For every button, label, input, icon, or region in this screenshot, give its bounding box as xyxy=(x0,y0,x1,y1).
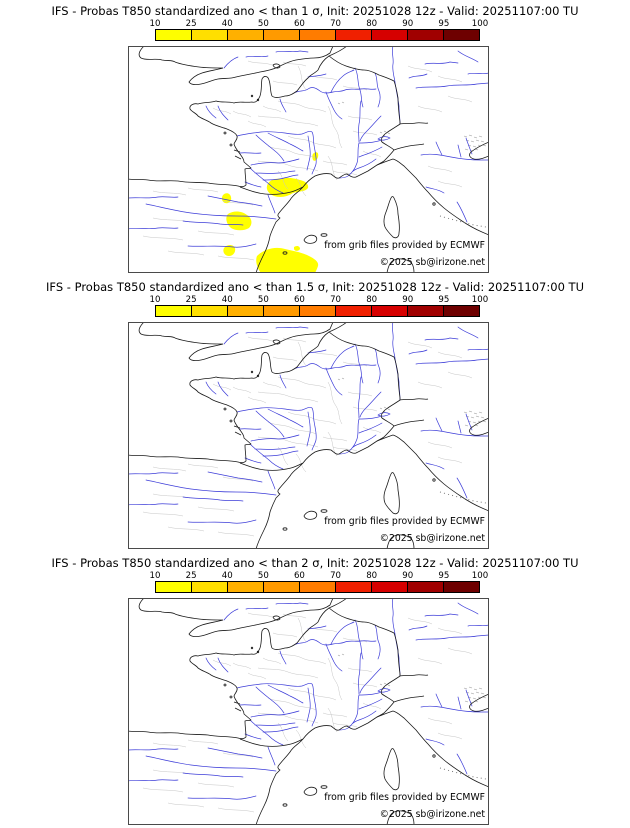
anomaly-patch xyxy=(312,152,319,161)
anomaly-patch xyxy=(266,177,309,197)
colorbar-tick-label: 100 xyxy=(471,295,489,305)
colorbar-tick-label: 50 xyxy=(257,19,269,29)
colorbar-tick-label: 25 xyxy=(185,19,197,29)
colorbar-tick-label: 25 xyxy=(185,571,197,581)
map-canvas xyxy=(128,598,489,825)
colorbar-segment xyxy=(371,30,407,40)
anomaly-patch xyxy=(226,211,252,231)
anomaly-patch xyxy=(221,193,232,204)
colorbar-segment xyxy=(263,306,299,316)
colorbar-tick-label: 10 xyxy=(149,19,161,29)
colorbar-tick-label: 90 xyxy=(402,571,414,581)
map-canvas xyxy=(128,322,489,549)
colorbar-tick-label: 70 xyxy=(330,295,342,305)
attribution-ecmwf: from grib files provided by ECMWF xyxy=(324,792,485,803)
attribution-copyright: ©2025 sb@irizone.net xyxy=(379,809,485,820)
colorbar-segment xyxy=(227,30,263,40)
anomaly-patch xyxy=(223,245,236,256)
probability-colorbar: 10 25 40 50 60 70 80 90 95 100 xyxy=(150,571,489,593)
attribution-copyright: ©2025 sb@irizone.net xyxy=(379,257,485,268)
colorbar-segment xyxy=(299,30,335,40)
colorbar-tick-label: 25 xyxy=(185,295,197,305)
attribution-copyright: ©2025 sb@irizone.net xyxy=(379,533,485,544)
colorbar-segment xyxy=(227,582,263,592)
probability-colorbar: 10 25 40 50 60 70 80 90 95 100 xyxy=(150,19,489,41)
colorbar-tick-label: 10 xyxy=(149,295,161,305)
colorbar-segment xyxy=(443,30,479,40)
colorbar-segment xyxy=(299,582,335,592)
colorbar-tick-label: 80 xyxy=(366,571,378,581)
colorbar-segment xyxy=(156,582,191,592)
panel-title: IFS - Probas T850 standardized ano < tha… xyxy=(51,556,579,570)
colorbar-tick-label: 80 xyxy=(366,295,378,305)
panel-sigma-1-5: IFS - Probas T850 standardized ano < tha… xyxy=(0,276,630,552)
colorbar-tick-label: 40 xyxy=(221,571,233,581)
colorbar-tick-label: 70 xyxy=(330,19,342,29)
map-canvas xyxy=(128,46,489,273)
colorbar-segment xyxy=(371,582,407,592)
colorbar-segment xyxy=(191,306,227,316)
colorbar-tick-label: 70 xyxy=(330,571,342,581)
colorbar-segment xyxy=(156,30,191,40)
colorbar-segment xyxy=(191,30,227,40)
colorbar-tick-label: 90 xyxy=(402,19,414,29)
map-panel: from grib files provided by ECMWF ©2025 … xyxy=(128,322,489,549)
colorbar-ticks: 10 25 40 50 60 70 80 90 95 100 xyxy=(150,295,489,305)
colorbar-segment xyxy=(263,30,299,40)
panel-title: IFS - Probas T850 standardized ano < tha… xyxy=(46,280,584,294)
panel-title: IFS - Probas T850 standardized ano < tha… xyxy=(51,4,579,18)
colorbar-ticks: 10 25 40 50 60 70 80 90 95 100 xyxy=(150,571,489,581)
map-panel: from grib files provided by ECMWF ©2025 … xyxy=(128,598,489,825)
attribution-ecmwf: from grib files provided by ECMWF xyxy=(324,516,485,527)
colorbar-segment xyxy=(407,306,443,316)
colorbar-tick-label: 100 xyxy=(471,571,489,581)
colorbar-segment xyxy=(263,582,299,592)
anomaly-patch xyxy=(294,245,300,251)
colorbar-segment xyxy=(443,582,479,592)
colorbar-tick-label: 60 xyxy=(293,295,305,305)
colorbar-segment xyxy=(299,306,335,316)
colorbar-segment xyxy=(191,582,227,592)
colorbar-ticks: 10 25 40 50 60 70 80 90 95 100 xyxy=(150,19,489,29)
colorbar-tick-label: 50 xyxy=(257,295,269,305)
colorbar-segment xyxy=(371,306,407,316)
colorbar-tick-label: 40 xyxy=(221,19,233,29)
colorbar-segment xyxy=(407,30,443,40)
colorbar-tick-label: 95 xyxy=(438,19,450,29)
anomaly-patch xyxy=(256,247,319,273)
colorbar-tick-label: 50 xyxy=(257,571,269,581)
colorbar-segment xyxy=(227,306,263,316)
colorbar-tick-label: 40 xyxy=(221,295,233,305)
panel-sigma-1: IFS - Probas T850 standardized ano < tha… xyxy=(0,0,630,276)
colorbar-segment xyxy=(335,30,371,40)
colorbar-segment xyxy=(443,306,479,316)
anomaly-overlay xyxy=(221,152,319,273)
attribution-ecmwf: from grib files provided by ECMWF xyxy=(324,240,485,251)
colorbar-tick-label: 90 xyxy=(402,295,414,305)
colorbar-tick-label: 95 xyxy=(438,571,450,581)
map-panel: from grib files provided by ECMWF ©2025 … xyxy=(128,46,489,273)
colorbar-tick-label: 60 xyxy=(293,19,305,29)
colorbar-tick-label: 80 xyxy=(366,19,378,29)
colorbar-segment xyxy=(335,306,371,316)
colorbar-tick-label: 95 xyxy=(438,295,450,305)
colorbar-segment xyxy=(156,306,191,316)
colorbar-tick-label: 60 xyxy=(293,571,305,581)
colorbar-bar xyxy=(155,29,480,41)
colorbar-segment xyxy=(335,582,371,592)
probability-colorbar: 10 25 40 50 60 70 80 90 95 100 xyxy=(150,295,489,317)
colorbar-bar xyxy=(155,581,480,593)
colorbar-segment xyxy=(407,582,443,592)
colorbar-tick-label: 100 xyxy=(471,19,489,29)
panel-sigma-2: IFS - Probas T850 standardized ano < tha… xyxy=(0,552,630,828)
colorbar-bar xyxy=(155,305,480,317)
colorbar-tick-label: 10 xyxy=(149,571,161,581)
